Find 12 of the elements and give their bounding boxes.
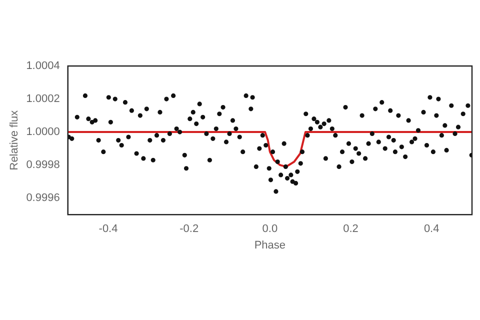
y-tick-label: 1.0004	[26, 60, 60, 72]
y-tick-label: 1.0002	[26, 93, 60, 106]
y-tick-label: 1.0000	[26, 126, 60, 138]
x-tick-label: 0.0	[262, 223, 278, 236]
y-tick-label: 0.9996	[26, 192, 60, 204]
x-tick-label: -0.4	[98, 223, 118, 236]
y-tick-label: 0.9998	[26, 159, 60, 172]
x-tick-label: 0.4	[424, 223, 440, 236]
x-tick-label: -0.2	[180, 223, 199, 236]
x-tick-label: 0.2	[343, 223, 358, 236]
x-axis-title: Phase	[254, 239, 286, 252]
y-axis-title: Relative flux	[8, 110, 21, 170]
